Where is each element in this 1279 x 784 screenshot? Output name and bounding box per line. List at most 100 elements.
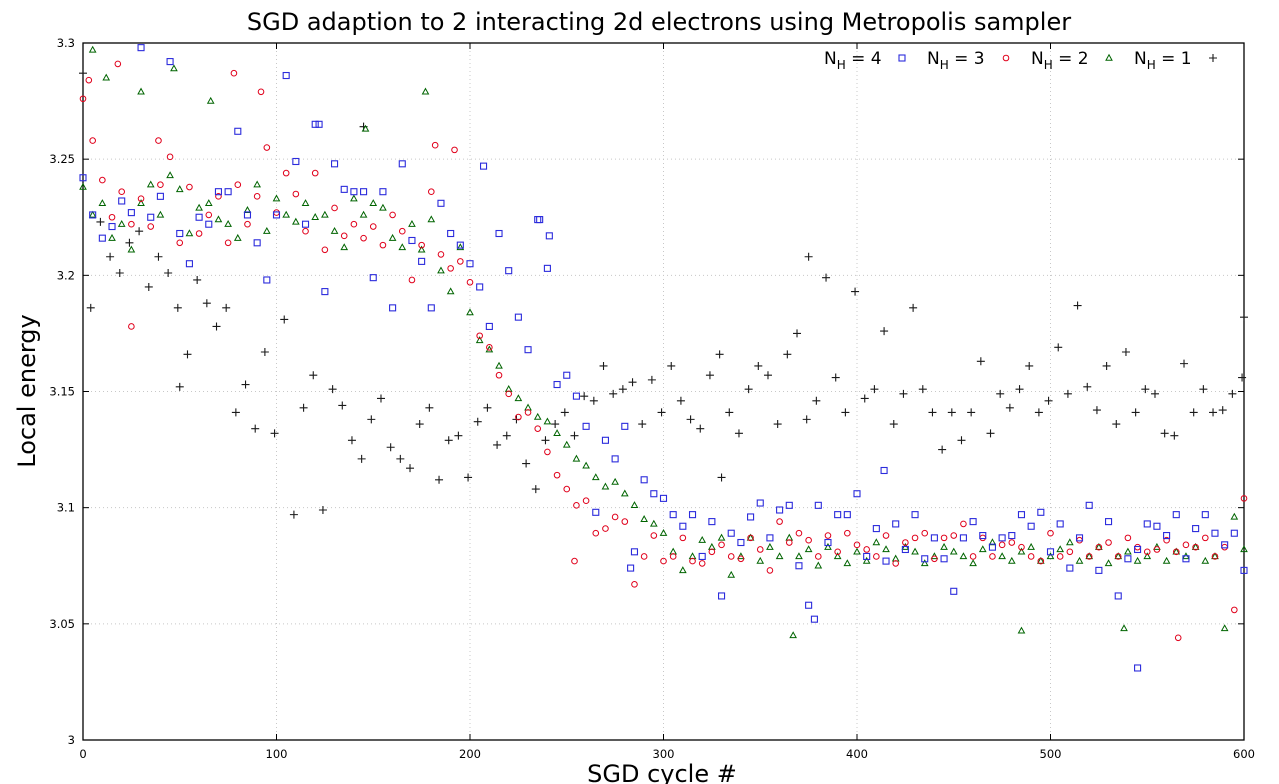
data-point (873, 553, 880, 560)
data-point (408, 219, 416, 227)
data-point (986, 429, 995, 438)
data-point (572, 392, 580, 400)
data-point (1124, 534, 1132, 542)
data-point (376, 394, 385, 403)
data-point (1017, 547, 1026, 555)
data-point (137, 199, 145, 207)
data-point (379, 203, 387, 211)
data-point (602, 525, 609, 532)
data-point (483, 403, 492, 412)
data-point (911, 547, 919, 555)
data-point (1124, 547, 1132, 555)
data-point (698, 552, 706, 561)
data-point (1141, 385, 1150, 394)
data-point (746, 533, 755, 541)
data-point (727, 529, 735, 537)
data-point (1046, 548, 1055, 556)
data-point (1056, 545, 1065, 553)
data-point (451, 146, 458, 154)
data-point (108, 222, 116, 231)
data-point (328, 385, 337, 394)
data-point (921, 555, 929, 563)
data-point (734, 429, 743, 438)
data-point (628, 378, 637, 387)
data-point (1201, 556, 1210, 564)
data-point (814, 501, 822, 509)
data-point (99, 176, 106, 184)
data-point (582, 461, 590, 469)
data-point (369, 274, 377, 282)
series-square (79, 44, 1248, 672)
data-point (447, 229, 455, 238)
data-point (1163, 531, 1171, 540)
data-point (650, 490, 658, 498)
data-point (950, 587, 958, 595)
data-point (531, 485, 540, 494)
data-point (224, 239, 232, 247)
data-point (164, 269, 173, 278)
data-point (505, 267, 513, 275)
x-tick-label: 300 (653, 747, 675, 761)
data-point (570, 431, 579, 440)
data-point (1104, 559, 1113, 567)
data-point (795, 552, 803, 560)
data-point (1114, 553, 1122, 560)
data-point (234, 127, 242, 135)
data-point (930, 534, 938, 542)
data-point (534, 425, 542, 432)
data-point (640, 515, 648, 522)
data-point (360, 188, 368, 196)
data-point (834, 548, 841, 556)
data-point (311, 213, 320, 220)
legend-marker (1209, 54, 1217, 62)
data-point (475, 336, 484, 344)
data-point (1056, 553, 1064, 560)
data-point (824, 542, 832, 550)
data-point (415, 420, 424, 429)
data-point (185, 229, 194, 237)
data-point (533, 412, 542, 420)
data-point (1105, 518, 1113, 526)
data-point (909, 303, 918, 312)
data-point (128, 323, 135, 330)
data-point (573, 502, 580, 509)
data-point (253, 239, 261, 247)
data-point (717, 533, 726, 541)
data-point (1172, 547, 1181, 555)
data-point (1114, 552, 1123, 560)
data-point (649, 519, 658, 527)
x-tick-label: 200 (459, 747, 481, 761)
data-point (1075, 534, 1084, 542)
data-point (582, 422, 590, 430)
data-point (715, 350, 724, 359)
data-point (447, 265, 454, 272)
data-point (601, 436, 610, 444)
data-point (1005, 403, 1014, 412)
data-point (272, 194, 281, 202)
data-point (580, 392, 589, 401)
data-point (408, 236, 416, 245)
data-point (862, 556, 871, 564)
data-point (609, 389, 618, 398)
data-point (127, 209, 135, 217)
data-point (234, 181, 242, 189)
data-point (544, 448, 551, 456)
data-point (144, 282, 153, 291)
x-tick-label: 400 (846, 747, 868, 761)
data-point (659, 494, 668, 502)
data-point (456, 243, 465, 251)
data-point (805, 601, 813, 609)
data-point (253, 193, 261, 200)
data-point (1134, 664, 1142, 672)
data-point (195, 203, 203, 211)
data-point (1027, 522, 1035, 530)
data-point (1037, 557, 1045, 565)
data-point (543, 264, 551, 272)
data-point (657, 408, 666, 417)
data-point (361, 124, 370, 132)
data-point (882, 545, 890, 553)
data-point (889, 420, 898, 429)
data-point (882, 557, 890, 565)
data-point (708, 548, 716, 556)
